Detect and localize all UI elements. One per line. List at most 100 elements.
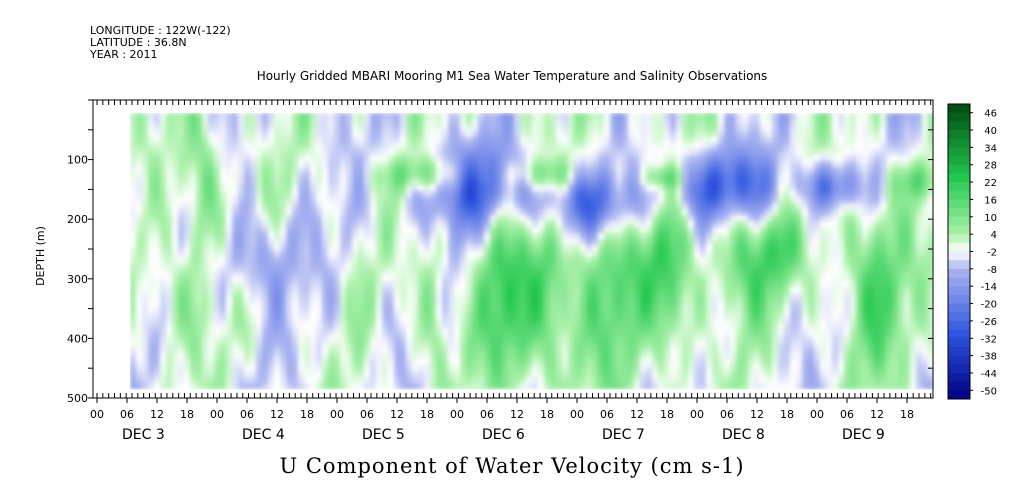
heatmap-cell (634, 275, 641, 282)
heatmap-cell (340, 347, 347, 354)
heatmap-cell (694, 293, 701, 300)
heatmap-cell (568, 221, 575, 228)
heatmap-cell (388, 137, 395, 144)
heatmap-cell (700, 335, 707, 342)
heatmap-cell (418, 287, 425, 294)
heatmap-cell (436, 167, 443, 174)
heatmap-cell (532, 269, 539, 276)
heatmap-cell (454, 131, 461, 138)
heatmap-cell (772, 245, 779, 252)
heatmap-cell (370, 245, 377, 252)
heatmap-cell (304, 143, 311, 150)
heatmap-cell (352, 341, 359, 348)
heatmap-cell (334, 173, 341, 180)
heatmap-cell (598, 263, 605, 270)
heatmap-cell (550, 197, 557, 204)
heatmap-cell (472, 341, 479, 348)
heatmap-cell (382, 113, 389, 120)
heatmap-cell (712, 245, 719, 252)
heatmap-cell (712, 251, 719, 258)
heatmap-cell (448, 125, 455, 132)
heatmap-cell (274, 347, 281, 354)
heatmap-cell (574, 215, 581, 222)
heatmap-cell (256, 221, 263, 228)
heatmap-cell (772, 239, 779, 246)
heatmap-cell (412, 221, 419, 228)
heatmap-cell (652, 335, 659, 342)
heatmap-cell (646, 341, 653, 348)
heatmap-cell (592, 197, 599, 204)
heatmap-cell (628, 185, 635, 192)
heatmap-cell (664, 119, 671, 126)
heatmap-cell (646, 233, 653, 240)
heatmap-cell (232, 125, 239, 132)
heatmap-cell (274, 245, 281, 252)
heatmap-cell (154, 221, 161, 228)
heatmap-cell (460, 275, 467, 282)
heatmap-cell (322, 353, 329, 360)
heatmap-cell (574, 281, 581, 288)
heatmap-cell (238, 137, 245, 144)
heatmap-cell (340, 215, 347, 222)
heatmap-cell (610, 293, 617, 300)
heatmap-cell (190, 377, 197, 384)
heatmap-cell (478, 227, 485, 234)
heatmap-cell (742, 317, 749, 324)
heatmap-cell (658, 329, 665, 336)
heatmap-cell (778, 167, 785, 174)
heatmap-cell (178, 377, 185, 384)
heatmap-cell (700, 365, 707, 372)
heatmap-cell (250, 305, 257, 312)
heatmap-cell (748, 269, 755, 276)
heatmap-cell (184, 275, 191, 282)
heatmap-cell (700, 239, 707, 246)
heatmap-cell (472, 299, 479, 306)
heatmap-cell (562, 161, 569, 168)
heatmap-cell (346, 149, 353, 156)
heatmap-cell (568, 377, 575, 384)
heatmap-cell (160, 251, 167, 258)
heatmap-cell (286, 179, 293, 186)
heatmap-cell (568, 149, 575, 156)
heatmap-cell (148, 155, 155, 162)
heatmap-cell (640, 119, 647, 126)
heatmap-cell (148, 185, 155, 192)
heatmap-cell (730, 119, 737, 126)
heatmap-cell (214, 293, 221, 300)
heatmap-cell (196, 275, 203, 282)
heatmap-cell (262, 311, 269, 318)
heatmap-cell (190, 191, 197, 198)
heatmap-cell (130, 245, 137, 252)
heatmap-cell (154, 239, 161, 246)
heatmap-cell (748, 245, 755, 252)
heatmap-cell (556, 239, 563, 246)
heatmap-cell (322, 227, 329, 234)
heatmap-cell (748, 227, 755, 234)
heatmap-cell (478, 371, 485, 378)
heatmap-cell (310, 173, 317, 180)
heatmap-cell (478, 137, 485, 144)
heatmap-cell (658, 341, 665, 348)
heatmap-cell (148, 269, 155, 276)
heatmap-cell (130, 143, 137, 150)
heatmap-cell (640, 185, 647, 192)
heatmap-cell (742, 287, 749, 294)
heatmap-cell (664, 281, 671, 288)
heatmap-cell (412, 317, 419, 324)
heatmap-cell (154, 383, 161, 390)
heatmap-cell (592, 257, 599, 264)
heatmap-cell (286, 341, 293, 348)
heatmap-cell (256, 239, 263, 246)
heatmap-cell (256, 119, 263, 126)
heatmap-cell (454, 257, 461, 264)
heatmap-cell (310, 371, 317, 378)
heatmap-cell (280, 161, 287, 168)
heatmap-cell (652, 179, 659, 186)
heatmap-cell (292, 185, 299, 192)
heatmap-cell (160, 221, 167, 228)
heatmap-cell (586, 125, 593, 132)
heatmap-cell (610, 287, 617, 294)
heatmap-cell (712, 143, 719, 150)
heatmap-cell (658, 299, 665, 306)
heatmap-cell (322, 239, 329, 246)
